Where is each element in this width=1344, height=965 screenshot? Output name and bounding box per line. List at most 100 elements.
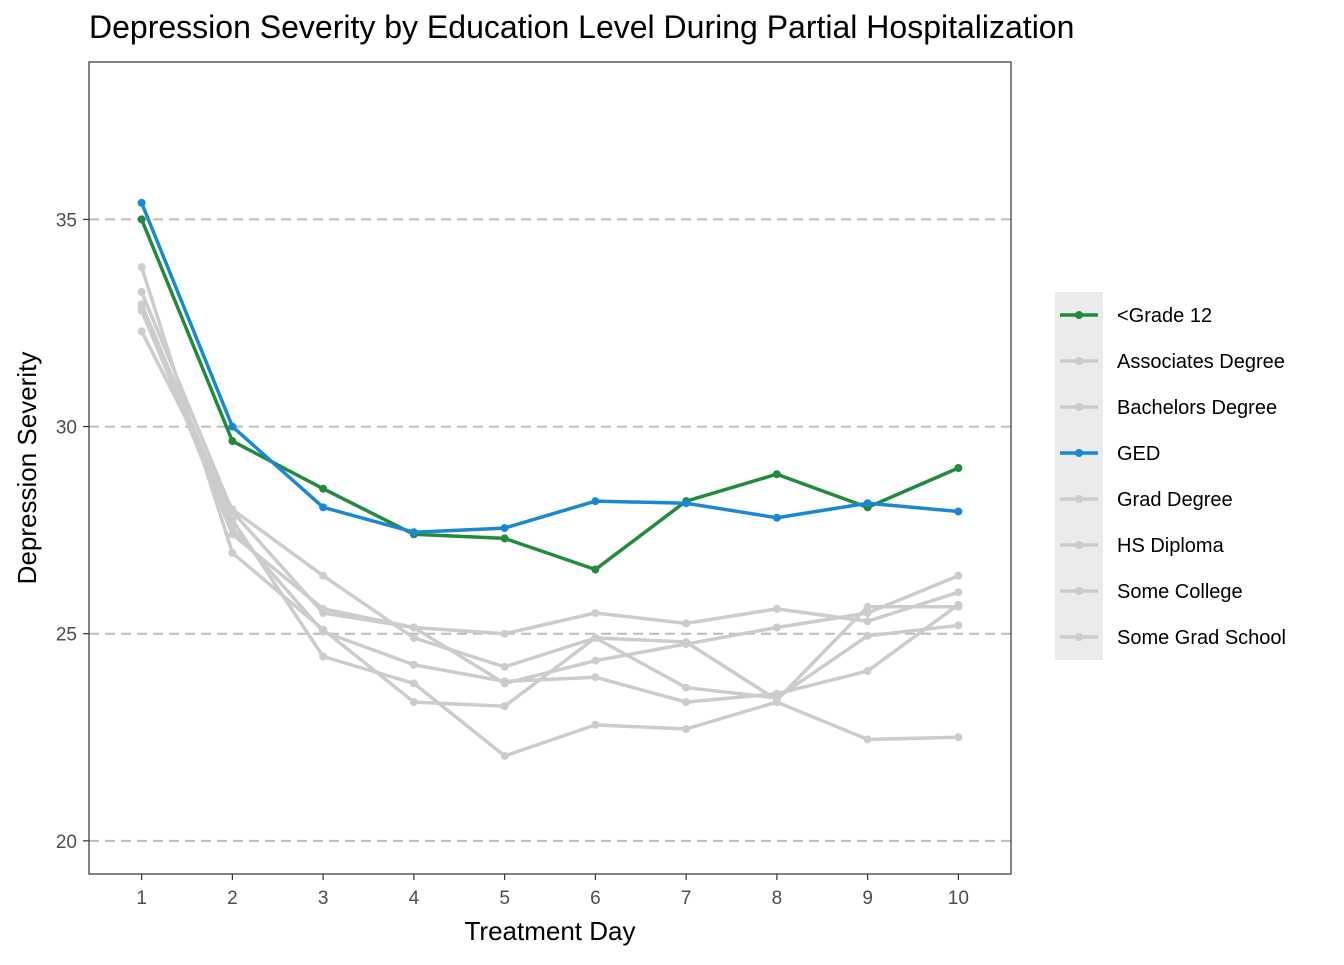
- legend-item: Grad Degree: [1060, 489, 1233, 511]
- data-point: [863, 631, 872, 640]
- legend-swatch-point: [1075, 541, 1083, 549]
- chart-title: Depression Severity by Education Level D…: [89, 9, 1074, 45]
- data-point: [137, 215, 146, 224]
- x-tick-label: 3: [318, 888, 329, 909]
- data-point: [319, 652, 328, 661]
- data-point: [500, 702, 509, 711]
- data-point: [228, 515, 237, 524]
- x-axis-title: Treatment Day: [465, 916, 636, 946]
- data-point: [682, 640, 691, 649]
- data-point: [409, 633, 418, 642]
- series-lines: [137, 198, 963, 760]
- legend-label: Some College: [1117, 581, 1243, 603]
- data-point: [682, 698, 691, 707]
- data-point: [954, 602, 963, 611]
- data-point: [591, 497, 600, 506]
- data-point: [228, 548, 237, 557]
- data-point: [409, 679, 418, 688]
- legend-swatch-point: [1075, 633, 1083, 641]
- data-point: [863, 617, 872, 626]
- legend-label: <Grade 12: [1117, 305, 1212, 327]
- series-some-grad-school: [137, 304, 963, 688]
- legend-swatch-point: [1075, 587, 1083, 595]
- legend: <Grade 12 Associates Degree Bachelors Degr…: [1055, 292, 1286, 660]
- data-point: [228, 530, 237, 539]
- series-line: [140, 202, 959, 534]
- data-point: [500, 534, 509, 543]
- x-tick-label: 10: [948, 888, 969, 909]
- plot-border: [88, 61, 1012, 875]
- data-point: [772, 623, 781, 632]
- data-point: [682, 725, 691, 733]
- legend-swatch-point: [1075, 357, 1083, 365]
- legend-label: Grad Degree: [1117, 489, 1233, 511]
- series-ged: [137, 198, 963, 537]
- data-point: [863, 609, 872, 617]
- data-point: [137, 263, 146, 272]
- data-point: [500, 662, 509, 671]
- data-point: [863, 602, 872, 611]
- data-point: [954, 588, 963, 597]
- grid-lines: [89, 218, 1011, 842]
- data-point: [319, 604, 328, 613]
- legend-label: GED: [1117, 443, 1160, 465]
- x-tick-label: 7: [681, 888, 692, 909]
- data-point: [863, 735, 872, 744]
- data-point: [682, 683, 691, 692]
- legend-item: HS Diploma: [1060, 535, 1225, 557]
- data-point: [772, 470, 781, 479]
- legend-item: Bachelors Degree: [1060, 397, 1277, 419]
- data-point: [409, 660, 418, 669]
- y-tick-label: 35: [56, 210, 77, 231]
- data-point: [591, 609, 600, 617]
- data-point: [137, 327, 146, 336]
- data-point: [863, 499, 872, 508]
- y-tick-label: 20: [56, 832, 77, 853]
- data-point: [682, 619, 691, 628]
- legend-swatch-point: [1075, 449, 1083, 457]
- legend-item: Some Grad School: [1060, 627, 1286, 649]
- data-point: [319, 484, 328, 493]
- legend-swatch-point: [1075, 495, 1083, 503]
- legend-key-background: [1055, 292, 1103, 660]
- data-point: [137, 287, 146, 296]
- legend-label: Bachelors Degree: [1117, 397, 1277, 419]
- data-point: [228, 422, 237, 431]
- data-point: [319, 571, 328, 580]
- data-point: [500, 751, 509, 760]
- axes: 20 25 30 35 1 2 3 4 5 6 7 8 9 10: [56, 210, 969, 909]
- legend-swatch-point: [1075, 403, 1083, 411]
- y-axis-title: Depression Severity: [12, 352, 42, 585]
- legend-item: GED: [1060, 443, 1160, 465]
- legend-label: Some Grad School: [1117, 627, 1286, 649]
- data-point: [954, 507, 963, 516]
- x-tick-label: 6: [590, 888, 601, 909]
- data-point: [319, 625, 328, 634]
- data-point: [137, 304, 146, 313]
- series-associates-degree: [137, 287, 963, 638]
- data-point: [954, 571, 963, 580]
- x-tick-label: 2: [227, 888, 238, 909]
- data-point: [863, 667, 872, 675]
- data-point: [772, 604, 781, 613]
- data-point: [500, 679, 509, 688]
- legend-swatch-point: [1075, 311, 1083, 319]
- data-point: [409, 698, 418, 707]
- data-point: [591, 565, 600, 574]
- legend-label: HS Diploma: [1117, 535, 1225, 557]
- series-line: [140, 307, 960, 686]
- series-some-college: [137, 300, 963, 760]
- y-tick-label: 30: [56, 418, 77, 439]
- x-tick-label: 9: [862, 888, 873, 909]
- data-point: [500, 629, 509, 638]
- x-tick-label: 8: [772, 888, 783, 909]
- series-line: [140, 330, 959, 700]
- data-point: [954, 733, 963, 742]
- y-tick-label: 25: [56, 625, 77, 646]
- data-point: [772, 513, 781, 522]
- data-point: [954, 464, 963, 472]
- plot-area: [89, 62, 1011, 874]
- series-line: [140, 303, 959, 758]
- data-point: [591, 656, 600, 665]
